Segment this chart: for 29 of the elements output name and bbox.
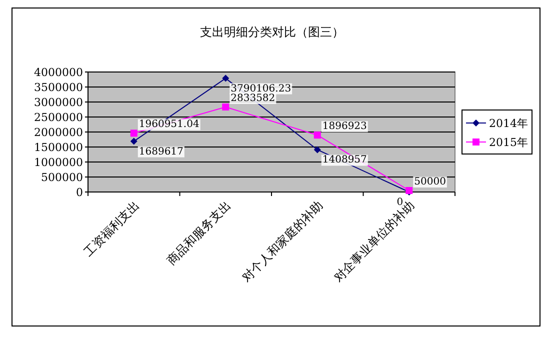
data-label: 3790106.23 [230, 83, 292, 94]
x-tick-label: 商品和服务支出 [164, 198, 234, 268]
data-label: 1896923 [322, 121, 367, 132]
data-label: 1689617 [138, 146, 184, 158]
x-tick-label: 工资福利支出 [81, 198, 142, 260]
y-tick-label: 500000 [41, 171, 83, 184]
point [130, 138, 138, 145]
data-label: 50000 [414, 176, 446, 188]
y-tick-label: 1000000 [34, 156, 83, 169]
point [130, 130, 138, 137]
point [314, 132, 321, 139]
point [314, 146, 321, 154]
data-label: 0 [396, 197, 404, 208]
chart-title: 支出明细分类对比（图三） [200, 25, 344, 39]
data-label: 2833582 [230, 92, 276, 104]
y-tick-label: 3000000 [34, 96, 83, 109]
data-label: 1960951.04 [138, 119, 200, 130]
y-tick-label: 1500000 [34, 141, 83, 154]
y-tick-label: 4000000 [34, 66, 83, 79]
point [222, 103, 230, 110]
y-tick-label: 2500000 [34, 111, 83, 124]
y-tick-label: 2000000 [34, 126, 83, 139]
x-tick-label: 对个人和家庭的补助 [239, 198, 326, 284]
legend-label: 2014年 [489, 117, 528, 130]
data-label: 1408957 [322, 154, 367, 166]
legend-label: 2015年 [489, 136, 528, 149]
y-tick-label: 0 [76, 186, 83, 199]
point [222, 74, 230, 82]
y-tick-label: 3500000 [34, 81, 83, 94]
